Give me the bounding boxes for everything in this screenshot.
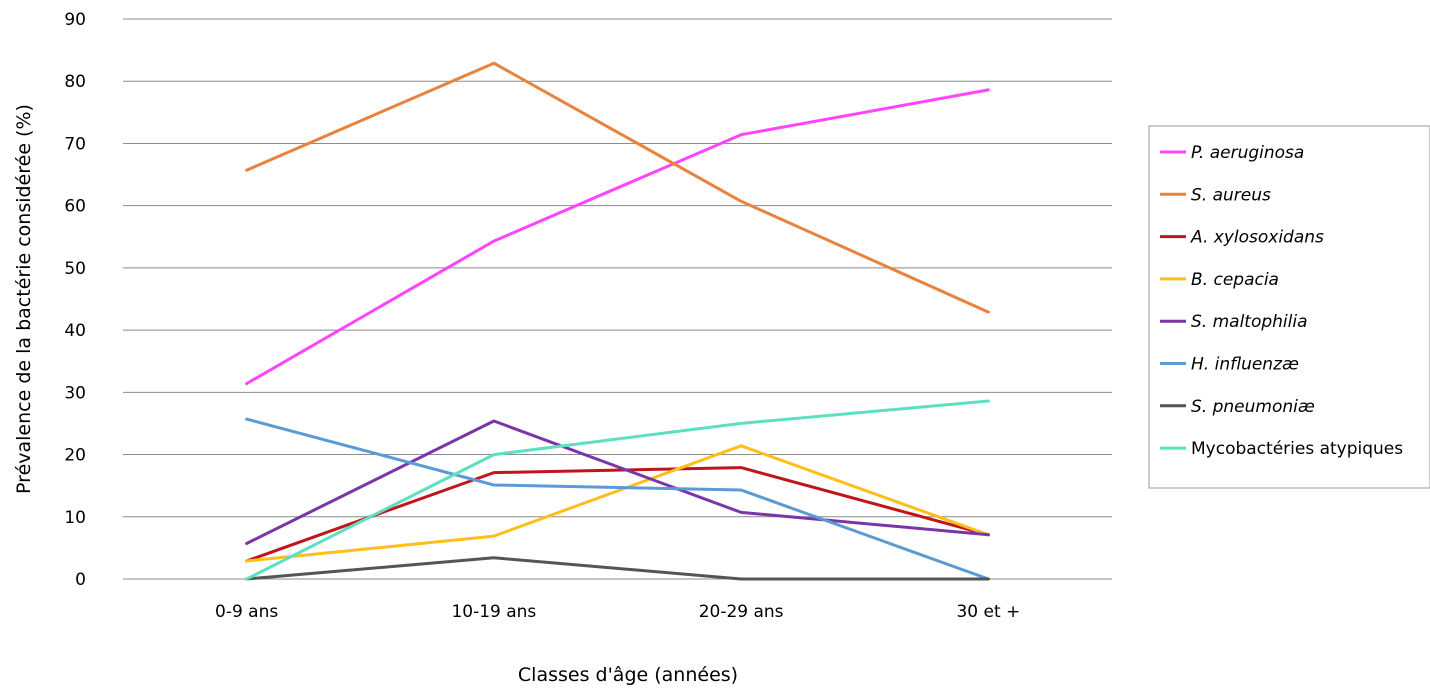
legend-entry: Mycobactéries atypiques: [1191, 439, 1403, 459]
legend-entry: P. aeruginosa: [1191, 143, 1304, 163]
y-tick-label: 40: [64, 321, 86, 341]
y-tick-label: 90: [64, 10, 86, 30]
y-tick-label: 30: [64, 383, 86, 403]
x-axis-title: Classes d'âge (années): [518, 664, 738, 686]
y-tick-label: 10: [64, 508, 86, 528]
y-axis-title: Prévalence de la bactérie considérée (%): [13, 104, 35, 494]
series-line: [245, 466, 990, 563]
series-line: [245, 556, 990, 581]
series-line: [245, 444, 990, 563]
series-line: [245, 88, 990, 386]
series-line: [245, 419, 990, 545]
legend-entry: A. xylosoxidans: [1190, 228, 1324, 248]
y-tick-label: 80: [64, 72, 86, 92]
y-tick-label: 20: [64, 446, 86, 466]
legend-entry: H. influenzæ: [1191, 355, 1299, 375]
series-line: [245, 61, 990, 314]
gridlines: [123, 18, 1112, 580]
x-tick-label: 0-9 ans: [215, 602, 278, 622]
legend-entry: S. maltophilia: [1191, 312, 1308, 332]
legend: P. aeruginosa S. aureus A. xylosoxidans B. …: [1148, 125, 1430, 489]
x-tick-label: 10-19 ans: [451, 602, 536, 622]
y-axis-ticks: 0 10 20 30 40 50 60 70 80 90: [64, 10, 86, 590]
y-tick-label: 0: [75, 570, 86, 590]
y-tick-label: 50: [64, 259, 86, 279]
series-line: [245, 417, 990, 581]
legend-entry: B. cepacia: [1191, 270, 1279, 290]
x-tick-label: 30 et +: [956, 602, 1020, 622]
legend-entry: S. aureus: [1191, 185, 1271, 205]
legend-box: [1148, 125, 1430, 489]
series-line: [245, 399, 990, 581]
y-tick-label: 70: [64, 134, 86, 154]
y-tick-label: 60: [64, 197, 86, 217]
series-lines: [245, 61, 990, 581]
x-tick-label: 20-29 ans: [699, 602, 784, 622]
legend-entry: S. pneumoniæ: [1191, 397, 1315, 417]
x-axis-ticks: 0-9 ans 10-19 ans 20-29 ans 30 et +: [215, 602, 1020, 622]
